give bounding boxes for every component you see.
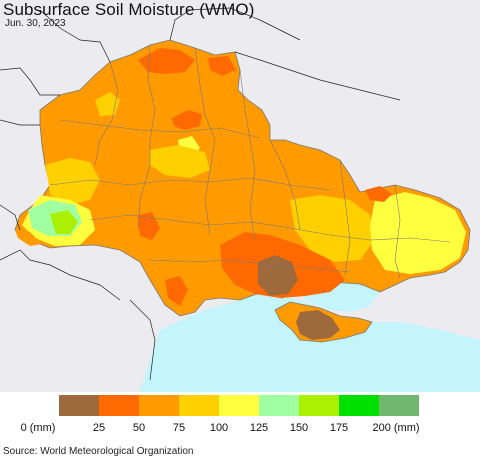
crimea-dry <box>296 310 340 340</box>
legend-swatch <box>219 395 259 416</box>
center-gold <box>150 145 210 178</box>
legend-color-bar <box>59 395 419 416</box>
legend-swatch <box>259 395 299 416</box>
black-sea <box>140 292 480 392</box>
west-gold <box>45 158 100 205</box>
legend-swatch <box>379 395 419 416</box>
legend-tick-label: 200 (mm) <box>372 422 420 434</box>
legend-swatch <box>339 395 379 416</box>
map-area: Subsurface Soil Moisture (WMO) Jun. 30, … <box>0 0 480 392</box>
east-gold <box>290 195 375 262</box>
source-note: Source: World Meteorological Organizatio… <box>3 446 194 457</box>
legend-tick-label: 75 <box>172 422 186 434</box>
map-title: Subsurface Soil Moisture (WMO) <box>3 0 255 19</box>
legend-swatch <box>139 395 179 416</box>
legend-tick-label: 25 <box>92 422 106 434</box>
kyiv-dry <box>172 110 202 130</box>
soil-moisture-map <box>0 0 480 392</box>
legend: 0 (mm) 25 50 75 100 125 150 175 200 (mm) <box>0 392 480 440</box>
legend-tick-label: 100 <box>209 422 229 434</box>
legend-tick-label: 0 (mm) <box>20 422 56 434</box>
north-dry-east <box>208 56 236 76</box>
west-lime <box>50 210 78 234</box>
east-dry-spot <box>365 186 392 202</box>
map-date: Jun. 30, 2023 <box>5 18 66 29</box>
east-yellow <box>370 192 466 274</box>
legend-swatch <box>59 395 99 416</box>
legend-tick-label: 50 <box>132 422 146 434</box>
south-very-dry <box>258 255 298 296</box>
neighbor-borders <box>0 7 401 381</box>
legend-tick-label: 150 <box>289 422 309 434</box>
oblast-borders <box>49 44 451 279</box>
legend-swatch <box>179 395 219 416</box>
legend-tick-label: 175 <box>329 422 349 434</box>
west-orange-tip <box>15 230 42 246</box>
legend-swatch <box>99 395 139 416</box>
legend-swatch <box>299 395 339 416</box>
north-dry <box>138 48 195 74</box>
odesa-dry <box>165 276 188 306</box>
southwest-dry <box>138 212 160 240</box>
legend-tick-label: 125 <box>249 422 269 434</box>
